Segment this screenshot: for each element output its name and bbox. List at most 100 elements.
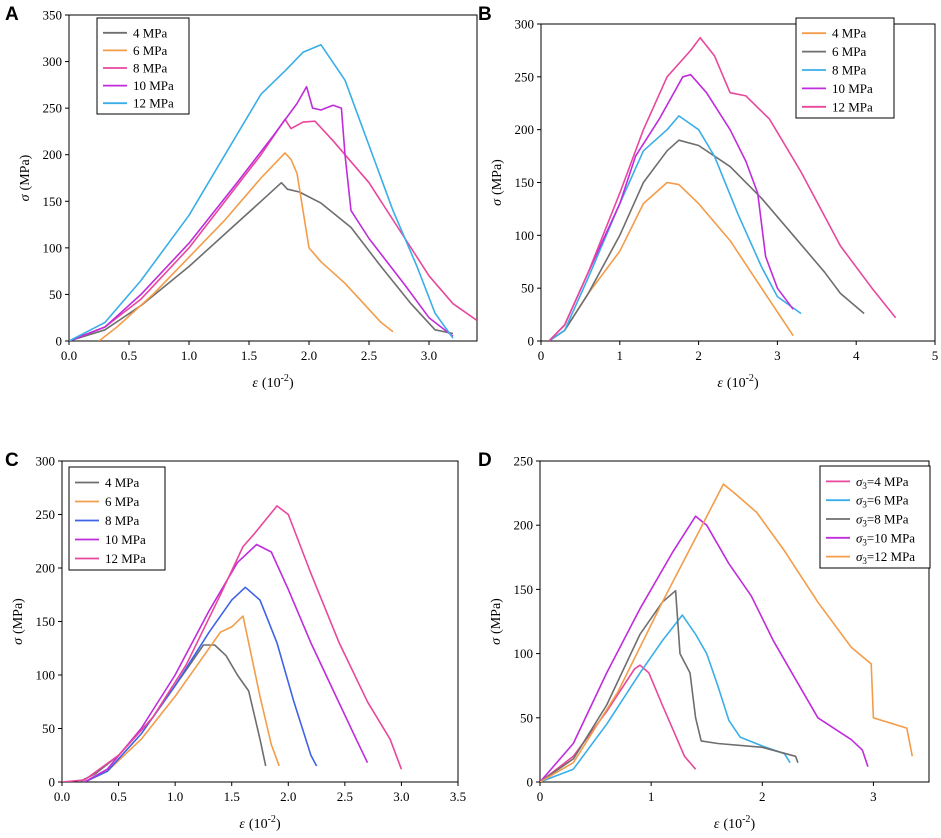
x-tick-label: 3.5 (450, 789, 466, 804)
legend-subscript: 3 (862, 481, 867, 491)
x-axis-unit: (10 (727, 376, 746, 391)
y-tick-label: 300 (515, 17, 535, 32)
legend-subscript: 3 (862, 519, 867, 529)
series-line-3 (69, 85, 454, 341)
x-tick-label: 1.0 (167, 789, 183, 804)
series-line-1 (548, 139, 865, 341)
legend-symbol: σ (856, 549, 863, 564)
x-tick-label: 3 (774, 348, 781, 363)
legend-entry: 10 MPa (105, 532, 146, 547)
legend-entry: 6 MPa (832, 44, 867, 59)
legend-entry: 8 MPa (133, 61, 168, 76)
chart-panel-c: C 0.0 0.5 1.0 1.5 2.0 2.5 3.0 3.5 0 50 100 150 200 250… (5, 450, 466, 832)
legend-entry: 6 MPa (105, 494, 140, 509)
legend-subscript: 3 (862, 500, 867, 510)
legend-entry: 8 MPa (832, 63, 867, 78)
legend-entry: σ3=4 MPa (856, 474, 909, 491)
y-tick-label: 150 (43, 194, 63, 209)
panel-letter: B (478, 4, 492, 25)
series-line-0 (548, 181, 794, 341)
x-axis-close: ) (750, 817, 755, 832)
legend-entry: 12 MPa (133, 96, 174, 111)
x-tick-label: 3.0 (421, 348, 437, 363)
x-tick-label: 0 (538, 348, 545, 363)
series-line-4 (540, 483, 914, 782)
x-axis-close: ) (754, 376, 759, 391)
y-tick-label: 150 (514, 582, 534, 597)
legend-label: =4 MPa (867, 474, 909, 489)
y-tick-label: 0 (56, 334, 63, 349)
x-tick-label: 2.0 (280, 789, 296, 804)
legend-label: =12 MPa (867, 549, 915, 564)
y-tick-label: 200 (36, 561, 56, 576)
legend-entry: 12 MPa (832, 99, 873, 114)
series-line-0 (540, 664, 697, 782)
y-tick-label: 0 (49, 775, 56, 790)
x-axis-exponent: -2 (742, 814, 750, 825)
x-axis-close: ) (276, 817, 281, 832)
legend-box (96, 17, 190, 115)
chart-panel-a: A 0.0 0.5 1.0 1.5 2.0 2.5 3.0 0 50 100 150 200 250 300… (5, 4, 478, 391)
legend-symbol: σ (856, 474, 863, 489)
series-line-1 (84, 615, 280, 782)
x-axis-unit: (10 (723, 817, 742, 832)
series-line-2 (540, 589, 799, 782)
x-axis-close: ) (289, 376, 294, 391)
legend-entry: σ3=8 MPa (856, 512, 909, 529)
x-axis-exponent: -2 (281, 373, 289, 384)
y-tick-label: 250 (36, 507, 56, 522)
x-tick-label: 0 (537, 789, 544, 804)
x-tick-label: 2 (759, 789, 766, 804)
y-tick-label: 200 (43, 147, 63, 162)
series-line-4 (62, 505, 403, 782)
x-axis-unit: (10 (262, 376, 281, 391)
legend-entry: 10 MPa (133, 78, 174, 93)
legend-box (795, 17, 895, 119)
series-line-1 (98, 152, 394, 341)
legend-entry: σ3=6 MPa (856, 493, 909, 510)
legend-entry: σ3=10 MPa (856, 530, 915, 547)
x-tick-label: 2.5 (337, 789, 353, 804)
x-axis-label: ε (10-2) (252, 373, 294, 391)
series-line-2 (548, 115, 802, 341)
legend-symbol: σ (856, 530, 863, 545)
panel-letter: C (5, 450, 19, 471)
y-tick-label: 50 (520, 710, 533, 725)
x-axis-exponent: -2 (746, 373, 754, 384)
x-tick-label: 1.5 (241, 348, 257, 363)
y-tick-label: 250 (515, 69, 535, 84)
legend-entry: σ3=12 MPa (856, 549, 915, 566)
panel-letter: A (5, 4, 19, 25)
y-tick-label: 250 (514, 454, 534, 469)
x-axis-symbol: ε (239, 817, 245, 832)
series-line-0 (69, 181, 454, 341)
y-tick-label: 250 (43, 101, 63, 116)
x-axis-symbol: ε (252, 376, 258, 391)
y-axis-symbol: σ (18, 193, 33, 201)
x-axis-exponent: -2 (268, 814, 276, 825)
y-axis-symbol: σ (490, 198, 505, 206)
legend-entry: 4 MPa (133, 25, 168, 40)
legend-entry: 12 MPa (105, 551, 146, 566)
y-axis-unit: (MPa) (18, 154, 33, 190)
x-tick-label: 0.0 (54, 789, 70, 804)
series-line-4 (69, 43, 454, 341)
x-tick-label: 0.5 (110, 789, 126, 804)
legend-subscript: 3 (862, 537, 867, 547)
y-tick-label: 100 (36, 668, 56, 683)
x-tick-label: 5 (932, 348, 939, 363)
y-axis-unit: (MPa) (489, 598, 504, 634)
y-tick-label: 0 (527, 775, 534, 790)
legend-entry: 8 MPa (105, 513, 140, 528)
panel-letter: D (478, 450, 492, 471)
x-tick-label: 3 (870, 789, 877, 804)
y-axis-label: σ (MPa) (11, 598, 26, 645)
x-tick-label: 0.5 (121, 348, 137, 363)
legend-entry: 4 MPa (832, 26, 867, 41)
y-tick-label: 150 (36, 614, 56, 629)
legend-entry: 4 MPa (105, 475, 140, 490)
y-tick-label: 200 (515, 122, 535, 137)
y-tick-label: 100 (515, 228, 535, 243)
